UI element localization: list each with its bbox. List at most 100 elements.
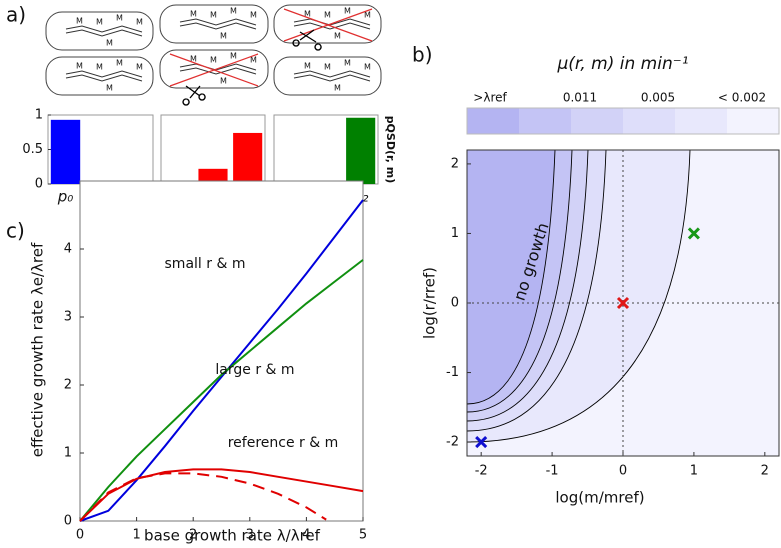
series-label: reference r & m <box>228 435 339 451</box>
x-tick-label: 1 <box>132 528 140 543</box>
x-tick-label: -2 <box>475 464 488 479</box>
cross-out <box>283 8 373 42</box>
y-tick-label: -1 <box>446 365 459 380</box>
x-tick-label: p₀ <box>57 188 74 206</box>
x-tick-label: 1 <box>690 464 698 479</box>
x-tick-label: 3 <box>246 528 254 543</box>
contour-line <box>466 149 589 422</box>
colorbar-label: < 0.002 <box>718 91 766 105</box>
series-line <box>79 259 364 522</box>
y-tick-label: 1 <box>64 446 72 461</box>
bar <box>233 132 263 184</box>
dna-strand <box>65 70 143 78</box>
dna-strand <box>179 63 257 71</box>
methyl-label: M <box>344 59 351 68</box>
dna-strand <box>65 29 143 37</box>
x-tick-label: 0 <box>619 464 627 479</box>
y-tick-label: 4 <box>64 242 72 257</box>
colorbar-frame <box>466 107 780 135</box>
dna-strand <box>179 18 257 26</box>
dna-strand <box>293 18 371 26</box>
colorbar-cell <box>571 108 624 134</box>
dna-strand <box>179 22 257 30</box>
x-tick-label: 2 <box>189 528 197 543</box>
bar <box>346 117 376 184</box>
methyl-label: M <box>106 84 113 93</box>
methyl-label: M <box>190 55 197 64</box>
methyl-label: M <box>136 63 143 72</box>
cross-out <box>169 53 259 87</box>
methyl-label: M <box>76 17 83 26</box>
contour-line <box>466 149 691 443</box>
bar <box>198 168 228 184</box>
y-tick-label: 0 <box>451 296 459 311</box>
methyl-label: M <box>76 62 83 71</box>
colorbar-cell <box>675 108 728 134</box>
y-tick-label: 0.5 <box>22 142 43 157</box>
methyl-label: M <box>116 14 123 23</box>
x-tick-label: 5 <box>359 528 367 543</box>
scissors-icon <box>292 29 322 51</box>
scatter-marker <box>687 227 700 240</box>
methyl-label: M <box>96 63 103 72</box>
y-tick-label: -2 <box>446 435 459 450</box>
dna-strand <box>65 74 143 82</box>
methyl-label: M <box>136 18 143 27</box>
methyl-label: M <box>344 7 351 16</box>
y-axis-label: effective growth rate λe/λref <box>29 242 47 457</box>
colorbar-label: 0.005 <box>641 91 675 105</box>
methyl-label: M <box>190 10 197 19</box>
methyl-label: M <box>334 84 341 93</box>
plot-frame <box>79 180 364 522</box>
x-axis-label: log(m/mref) <box>555 489 644 507</box>
methyl-label: M <box>220 32 227 41</box>
methyl-label: M <box>220 77 227 86</box>
methyl-label: M <box>96 18 103 27</box>
methyl-label: M <box>210 11 217 20</box>
methyl-label: M <box>364 11 371 20</box>
dna-strand <box>293 22 371 30</box>
methyl-label: M <box>116 59 123 68</box>
x-tick-label: 2 <box>761 464 769 479</box>
scatter-marker <box>475 436 488 449</box>
panel-label: c) <box>6 219 25 243</box>
y-tick-label: 3 <box>64 310 72 325</box>
methyl-label: M <box>250 11 257 20</box>
contour-line <box>466 149 556 405</box>
contour-line <box>466 149 607 432</box>
colorbar-label: 0.011 <box>563 91 597 105</box>
methyl-label: M <box>304 10 311 19</box>
x-tick-label: 4 <box>302 528 310 543</box>
y-axis-label: pQSD(r, m) <box>384 116 397 184</box>
methyl-label: M <box>230 52 237 61</box>
x-axis-label: base growth rate λ/λref <box>144 527 321 545</box>
y-tick-label: 1 <box>451 226 459 241</box>
colorbar-cell <box>467 108 520 134</box>
series-label: large r & m <box>215 362 294 378</box>
dna-strand <box>293 74 371 82</box>
colorbar-label: >λref <box>473 91 507 105</box>
panel-label: a) <box>6 3 26 27</box>
contour-line <box>466 149 573 413</box>
series-line <box>79 199 364 522</box>
colorbar-cell <box>623 108 676 134</box>
series-line <box>79 472 327 522</box>
dna-strand <box>65 25 143 33</box>
dna-strand <box>293 70 371 78</box>
y-tick-label: 2 <box>64 378 72 393</box>
series-label: small r & m <box>165 256 246 272</box>
dna-strand <box>179 67 257 75</box>
y-tick-label: 1 <box>35 108 43 123</box>
colorbar-cell <box>727 108 780 134</box>
methyl-label: M <box>324 11 331 20</box>
scatter-marker <box>616 296 630 310</box>
x-tick-label: -1 <box>546 464 559 479</box>
colorbar-cell <box>519 108 572 134</box>
panel-label: b) <box>412 43 433 67</box>
y-tick-label: 0 <box>35 177 43 192</box>
cell-diagrams: M M M M M M M M M M M M M M M M M M M M M M M M M M M M M M <box>45 4 382 106</box>
methyl-label: M <box>364 63 371 72</box>
methyl-label: M <box>106 39 113 48</box>
methyl-label: M <box>334 32 341 41</box>
